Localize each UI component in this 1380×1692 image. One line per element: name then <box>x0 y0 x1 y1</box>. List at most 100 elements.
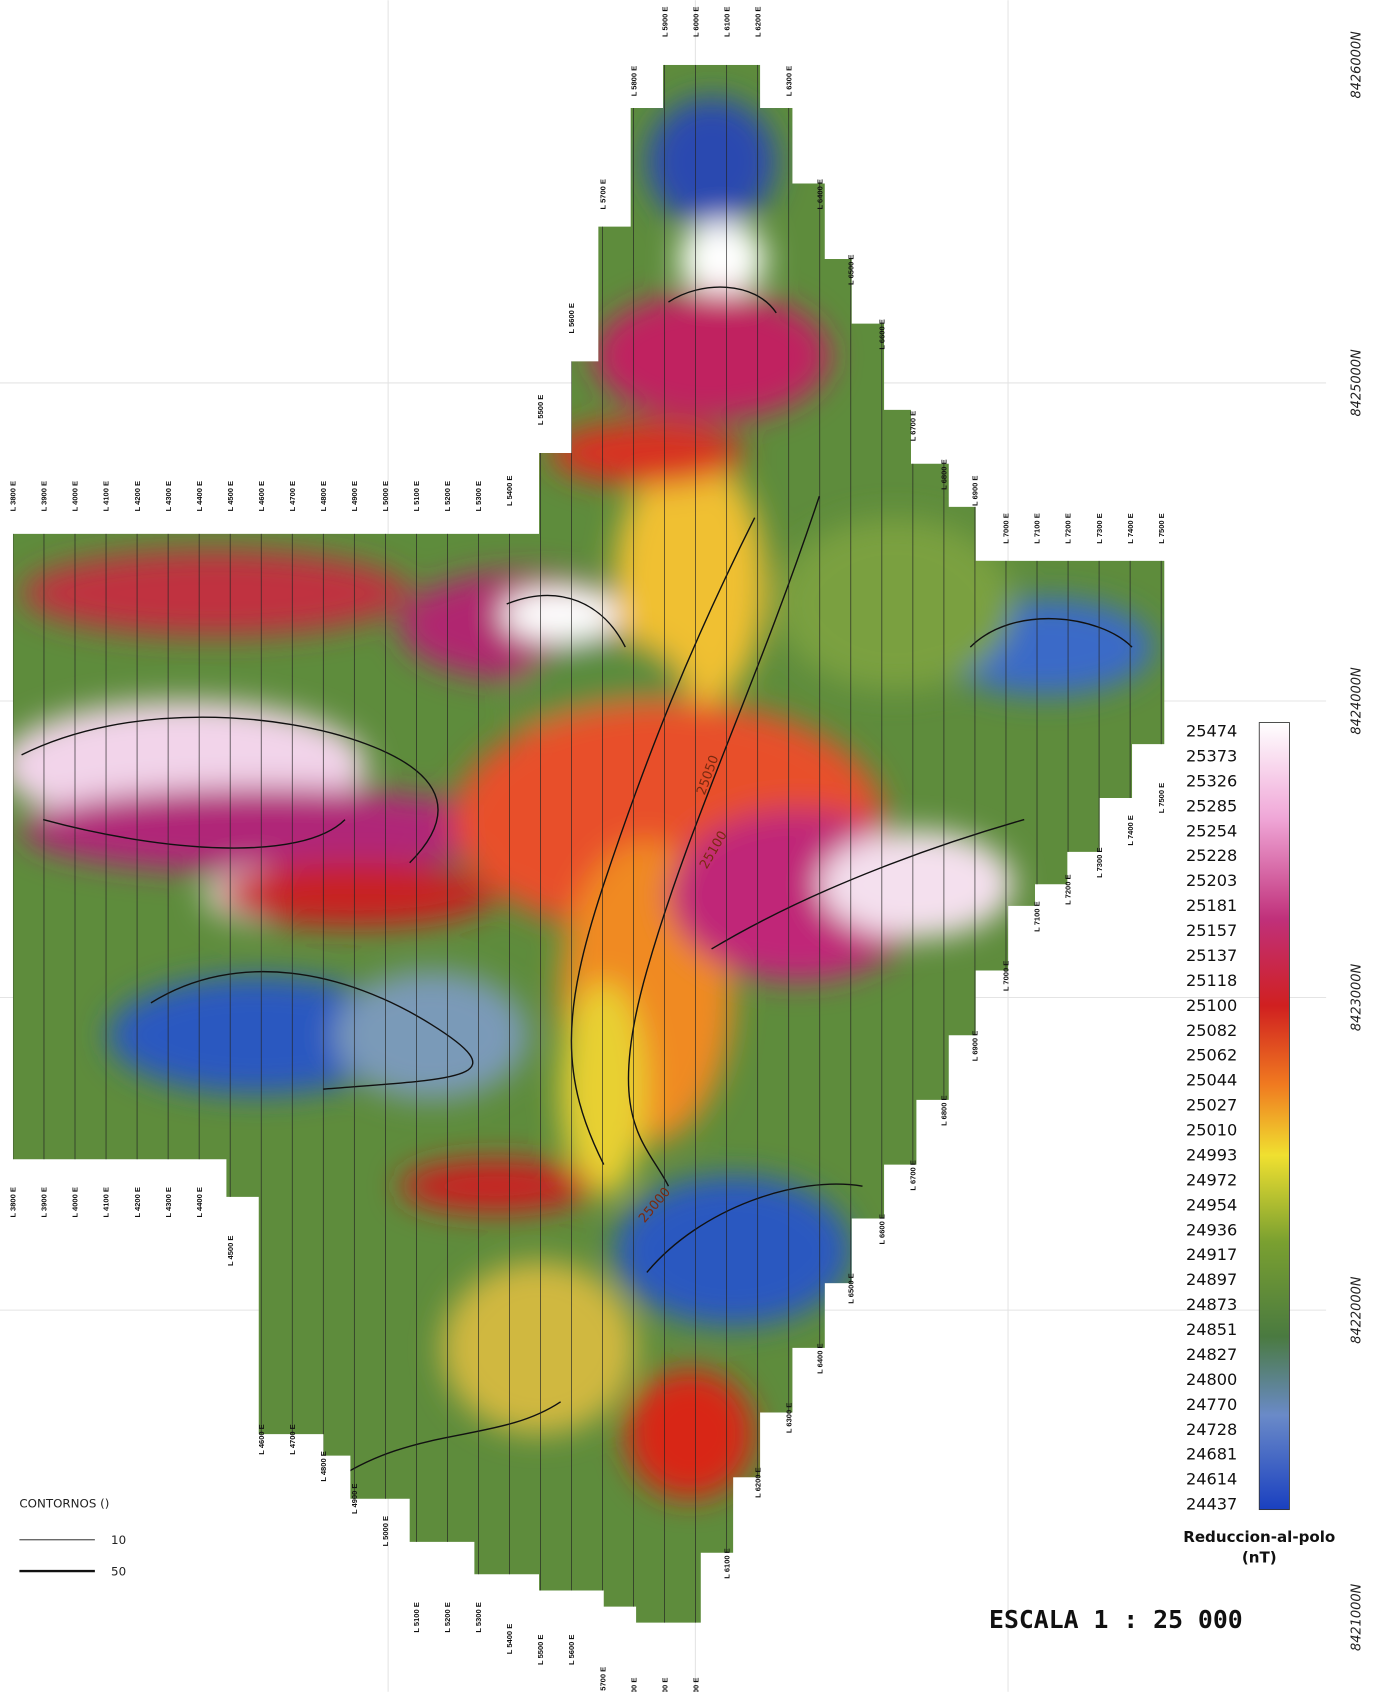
survey-map: L 3800 E L 3900 E L 4000 E L 4100 E L 4200 E… <box>0 0 1380 1692</box>
line-label: L 7500 E <box>1157 783 1166 813</box>
line-label: L 7300 E <box>1095 513 1104 543</box>
line-label: L 4900 E <box>350 1484 359 1514</box>
color-bar-label: 24917 <box>1186 1245 1237 1264</box>
color-bar-label: 25254 <box>1186 821 1237 840</box>
line-label: L 4600 E <box>257 1424 266 1454</box>
line-label: L 6200 E <box>753 1467 762 1497</box>
line-label: L 7000 E <box>1002 513 1011 543</box>
line-label: L 4100 E <box>102 481 111 511</box>
color-bar-label: 24936 <box>1186 1220 1237 1239</box>
line-label: L 4800 E <box>319 481 328 511</box>
line-label: L 4500 E <box>226 481 235 511</box>
color-bar-label: 24873 <box>1186 1295 1237 1314</box>
line-label: L 4100 E <box>102 1187 111 1217</box>
line-label: L 5100 E <box>412 481 421 511</box>
northing-label: 8426000N <box>1350 31 1365 99</box>
line-label: L 5300 E <box>474 481 483 511</box>
line-label: L 4000 E <box>71 1187 80 1217</box>
line-label: L 4000 E <box>71 481 80 511</box>
line-label: L 5500 E <box>536 1635 545 1665</box>
line-label: L 5300 E <box>474 1602 483 1632</box>
line-label: L 6400 E <box>815 179 824 209</box>
northing-label: 8421000N <box>1350 1583 1365 1651</box>
color-bar-label: 25157 <box>1186 921 1237 940</box>
line-label: L 7400 E <box>1126 513 1135 543</box>
line-label: L 6300 E <box>784 1403 793 1433</box>
color-bar-label: 25010 <box>1186 1121 1237 1140</box>
color-bar-label: 25373 <box>1186 747 1237 766</box>
color-bar-label: 24993 <box>1186 1145 1237 1164</box>
line-label: L 5400 E <box>505 1624 514 1654</box>
line-label: L 5500 E <box>536 395 545 425</box>
line-label: L 4800 E <box>319 1451 328 1481</box>
line-label: L 4200 E <box>133 1187 142 1217</box>
color-bar-label: 25285 <box>1186 796 1237 815</box>
color-bar-label: 25118 <box>1186 971 1237 990</box>
legend-entry: 10 <box>111 1533 126 1547</box>
color-bar-label: 25228 <box>1186 846 1237 865</box>
line-label: L 4400 E <box>195 1187 204 1217</box>
line-label: L 6600 E <box>878 1214 887 1244</box>
line-label: L 7400 E <box>1126 815 1135 845</box>
line-label: L 4600 E <box>257 481 266 511</box>
color-bar-label: 24437 <box>1186 1495 1237 1514</box>
line-label: L 7500 E <box>1157 513 1166 543</box>
line-label: L 6900 E <box>971 476 980 506</box>
northing-label: 8422000N <box>1350 1276 1365 1344</box>
color-bar-label: 25027 <box>1186 1096 1237 1115</box>
line-label: L 5700 E <box>598 179 607 209</box>
color-bar-unit: (nT) <box>1242 1548 1277 1566</box>
line-label: L 6000 E <box>691 1678 700 1692</box>
line-label: L 6200 E <box>753 7 762 37</box>
color-bar <box>1259 723 1289 1510</box>
color-bar-label: 25203 <box>1186 871 1237 890</box>
line-label: L 7200 E <box>1064 874 1073 904</box>
line-label: L 6800 E <box>940 459 949 489</box>
line-label: L 7100 E <box>1033 901 1042 931</box>
northing-label: 8423000N <box>1350 964 1365 1032</box>
color-bar-label: 24897 <box>1186 1270 1237 1289</box>
northing-label: 8424000N <box>1350 667 1365 735</box>
color-bar-label: 25062 <box>1186 1046 1237 1065</box>
line-label: L 6600 E <box>878 319 887 349</box>
line-label: L 6900 E <box>971 1031 980 1061</box>
line-label: L 4200 E <box>133 481 142 511</box>
line-label: L 5800 E <box>629 66 638 96</box>
color-bar-label: 24770 <box>1186 1395 1237 1414</box>
line-label: L 6000 E <box>691 7 700 37</box>
color-bar-label: 24728 <box>1186 1420 1237 1439</box>
line-label: L 5900 E <box>660 1678 669 1692</box>
line-label: L 6800 E <box>940 1095 949 1125</box>
line-label: L 7000 E <box>1002 961 1011 991</box>
line-label: L 6700 E <box>909 411 918 441</box>
line-label: L 5800 E <box>629 1678 638 1692</box>
line-label: L 5400 E <box>505 476 514 506</box>
color-bar-label: 24800 <box>1186 1370 1237 1389</box>
line-label: L 6500 E <box>847 255 856 285</box>
color-bar-label: 25137 <box>1186 946 1237 965</box>
line-label: L 3800 E <box>9 1187 18 1217</box>
line-label: L 7300 E <box>1095 847 1104 877</box>
line-label: L 6700 E <box>909 1160 918 1190</box>
line-label: L 4400 E <box>195 481 204 511</box>
scale-label: ESCALA 1 : 25 000 <box>989 1605 1243 1634</box>
line-label: L 7200 E <box>1064 513 1073 543</box>
line-label: L 5000 E <box>381 481 390 511</box>
color-bar-label: 25044 <box>1186 1071 1237 1090</box>
line-label: L 3800 E <box>9 481 18 511</box>
line-label: L 5000 E <box>381 1516 390 1546</box>
line-label: L 5600 E <box>567 1635 576 1665</box>
line-label: L 5900 E <box>660 7 669 37</box>
line-label: L 6100 E <box>722 7 731 37</box>
color-bar-title: Reduccion-al-polo <box>1183 1528 1335 1546</box>
line-label: L 5100 E <box>412 1602 421 1632</box>
color-bar-label: 24827 <box>1186 1345 1237 1364</box>
color-bar-label: 24954 <box>1186 1195 1237 1214</box>
line-label: L 3900 E <box>40 1187 49 1217</box>
color-bar-label: 24851 <box>1186 1320 1237 1339</box>
line-label: L 4700 E <box>288 1424 297 1454</box>
color-bar-label: 24681 <box>1186 1445 1237 1464</box>
line-label: L 4900 E <box>350 481 359 511</box>
line-label: L 7100 E <box>1033 513 1042 543</box>
northing-label: 8425000N <box>1350 349 1365 417</box>
